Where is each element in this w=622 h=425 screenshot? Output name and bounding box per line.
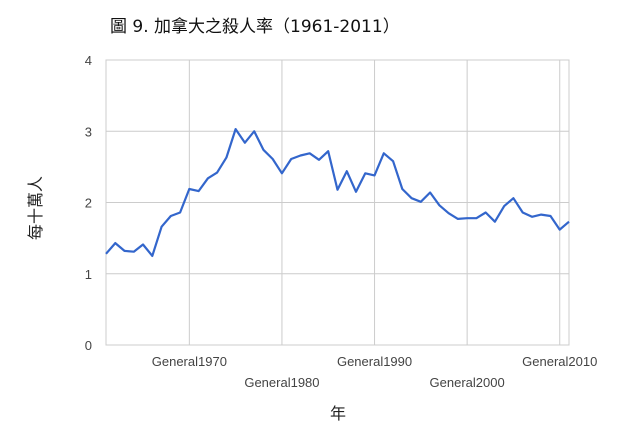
y-tick-label: 4: [85, 53, 92, 68]
y-tick-label: 2: [85, 196, 92, 211]
x-tick-label: General1970: [152, 354, 227, 369]
y-tick-label: 0: [85, 338, 92, 353]
series-line: [105, 128, 570, 257]
x-tick-label: General2010: [522, 354, 597, 369]
x-tick-label: General1980: [244, 375, 319, 390]
x-axis-label: 年: [330, 404, 347, 423]
y-tick-label: 1: [85, 267, 92, 282]
x-tick-label: General2000: [430, 375, 505, 390]
chart-title: 圖 9. 加拿大之殺人率（1961-2011）: [110, 17, 400, 37]
x-tick-label: General1990: [337, 354, 412, 369]
y-tick-label: 3: [85, 124, 92, 139]
